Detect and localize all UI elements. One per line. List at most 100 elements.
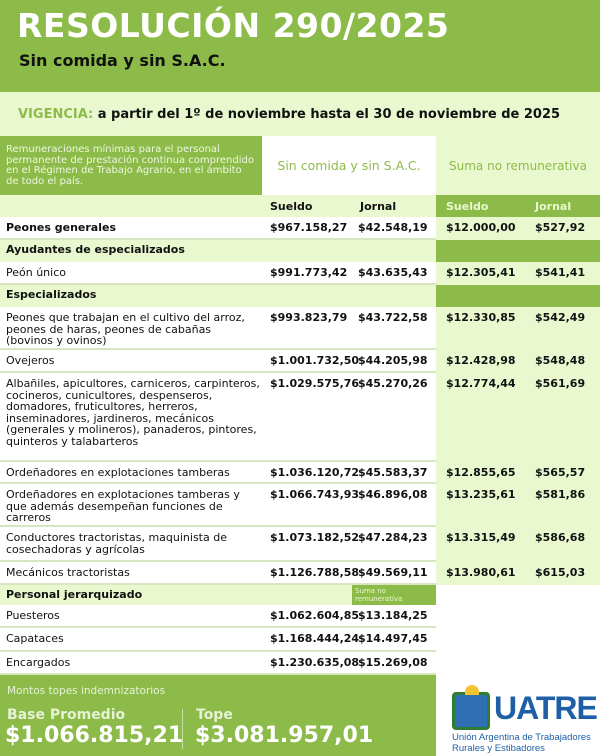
value-cell: $45.270,26 [358, 377, 428, 390]
row-left-bg [0, 605, 436, 628]
row-left-bg [0, 562, 436, 585]
value-cell: $44.205,98 [358, 354, 428, 367]
value-cell: $1.230.635,08 [270, 656, 360, 669]
row-label: Mecánicos tractoristas [6, 566, 130, 579]
col-jornal-nr: Jornal [535, 200, 572, 213]
row-right-bg [436, 217, 600, 240]
value-cell: $565,57 [535, 466, 586, 479]
group-header-no-remunerativa: Suma no remunerativa [436, 136, 600, 195]
value-cell: $527,92 [535, 221, 586, 234]
value-cell: $12.305,41 [446, 266, 516, 279]
row-label: Ayudantes de especializados [6, 243, 185, 256]
base-value: $1.066.815,21 [5, 723, 184, 748]
vigencia-label: VIGENCIA: [18, 107, 94, 122]
row-right-bg [436, 350, 600, 373]
vigencia-band [0, 92, 600, 136]
value-cell: $541,41 [535, 266, 586, 279]
emblem-icon [452, 685, 490, 730]
section-row: Especializados [0, 285, 600, 307]
value-cell: $548,48 [535, 354, 586, 367]
row-left-bg [0, 350, 436, 373]
row-label: Encargados [6, 656, 71, 669]
value-cell: $12.428,98 [446, 354, 516, 367]
row-label: Peones generales [6, 221, 116, 234]
row-left-bg [0, 462, 436, 484]
row-label: Peón único [6, 266, 66, 279]
row-right-bg [436, 585, 600, 605]
page-title: RESOLUCIÓN 290/2025 [17, 6, 450, 45]
value-cell: $13.315,49 [446, 531, 516, 544]
row-left-bg [0, 262, 436, 285]
value-cell: $1.168.444,24 [270, 632, 360, 645]
table-row: Puesteros $1.062.604,85 $13.184,25 [0, 605, 600, 628]
group-header-sin-comida: Sin comida y sin S.A.C. [262, 136, 436, 195]
row-left-bg [0, 240, 436, 262]
row-right-bg [436, 652, 600, 675]
value-cell: $13.235,61 [446, 488, 516, 501]
value-cell: $615,03 [535, 566, 586, 579]
table-row: Conductores tractoristas, maquinista de … [0, 527, 600, 562]
row-right-bg [436, 462, 600, 484]
value-cell: $13.184,25 [358, 609, 428, 622]
row-label: Puesteros [6, 609, 60, 622]
row-label: Personal jerarquizado [6, 588, 143, 601]
value-cell: $991.773,42 [270, 266, 348, 279]
row-label: Conductores tractoristas, maquinista de … [6, 531, 227, 556]
value-cell: $13.980,61 [446, 566, 516, 579]
value-cell: $12.000,00 [446, 221, 516, 234]
page-subtitle: Sin comida y sin S.A.C. [19, 51, 226, 70]
logo-full-name: Unión Argentina de Trabajadores Rurales … [452, 732, 591, 754]
value-cell: $47.284,23 [358, 531, 428, 544]
suma-no-remunerativa-badge: Suma no remunerativa [352, 585, 436, 605]
row-right-bg [436, 262, 600, 285]
row-left-bg [0, 484, 436, 527]
row-left-bg [0, 585, 436, 605]
title-banner: RESOLUCIÓN 290/2025 Sin comida y sin S.A… [0, 0, 600, 92]
value-cell: $1.062.604,85 [270, 609, 360, 622]
col-sueldo-nr: Sueldo [446, 200, 489, 213]
table-description: Remuneraciones mínimas para el personal … [0, 136, 262, 195]
value-cell: $1.029.575,76 [270, 377, 360, 390]
value-cell: $581,86 [535, 488, 586, 501]
row-right-bg [436, 373, 600, 462]
row-left-bg [0, 285, 436, 307]
table-row: Albañiles, apicultores, carniceros, carp… [0, 373, 600, 462]
column-headers: Sueldo Jornal Sueldo Jornal [0, 195, 600, 217]
value-cell: $561,69 [535, 377, 586, 390]
salary-table: Peones generales $967.158,27 $42.548,19 $12… [0, 217, 600, 675]
value-cell: $993.823,79 [270, 311, 348, 324]
section-row: Personal jerarquizado Suma no remunerativ… [0, 585, 600, 605]
base-label: Base Promedio [7, 707, 126, 723]
value-cell: $43.635,43 [358, 266, 428, 279]
row-right-bg [436, 562, 600, 585]
table-row: Capataces $1.168.444,24 $14.497,45 [0, 628, 600, 652]
row-right-bg [436, 527, 600, 562]
divider [182, 709, 183, 749]
value-cell: $45.583,37 [358, 466, 428, 479]
value-cell: $967.158,27 [270, 221, 348, 234]
table-row: Ovejeros $1.001.732,50 $44.205,98 $12.428,9… [0, 350, 600, 373]
row-label: Especializados [6, 288, 97, 301]
value-cell: $1.126.788,58 [270, 566, 360, 579]
value-cell: $1.073.182,52 [270, 531, 360, 544]
value-cell: $1.066.743,93 [270, 488, 360, 501]
table-row: Peones que trabajan en el cultivo del ar… [0, 307, 600, 350]
row-right-bg [436, 484, 600, 527]
tope-label: Tope [196, 707, 233, 723]
table-row: Mecánicos tractoristas $1.126.788,58 $49.5… [0, 562, 600, 585]
value-cell: $49.569,11 [358, 566, 428, 579]
row-left-bg [0, 628, 436, 652]
value-cell: $43.722,58 [358, 311, 428, 324]
table-row: Encargados $1.230.635,08 $15.269,08 [0, 652, 600, 675]
table-row: Peones generales $967.158,27 $42.548,19 $12… [0, 217, 600, 240]
row-left-bg [0, 307, 436, 350]
row-label: Albañiles, apicultores, carniceros, carp… [6, 377, 260, 448]
row-label: Ordeñadores en explotaciones tamberas y … [6, 488, 240, 524]
row-left-bg [0, 373, 436, 462]
table-row: Ordeñadores en explotaciones tamberas y … [0, 484, 600, 527]
row-left-bg [0, 652, 436, 675]
value-cell: $12.330,85 [446, 311, 516, 324]
row-left-bg [0, 527, 436, 562]
indemnity-panel: Montos topes indemnizatorios Base Promed… [0, 675, 436, 756]
value-cell: $1.001.732,50 [270, 354, 360, 367]
